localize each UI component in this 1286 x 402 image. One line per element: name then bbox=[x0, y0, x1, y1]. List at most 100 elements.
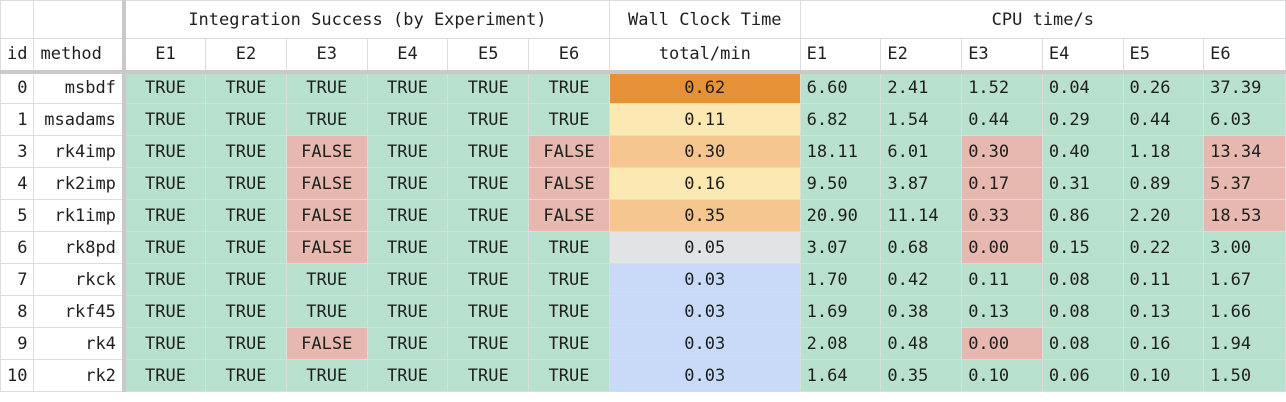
cell-cpu-e1[interactable]: 9.50 bbox=[799, 167, 882, 200]
cell-method[interactable]: msadams bbox=[33, 103, 126, 136]
cell-success-e2[interactable]: TRUE bbox=[205, 327, 287, 360]
cell-success-e4[interactable]: TRUE bbox=[366, 167, 449, 200]
cell-success-e4[interactable]: TRUE bbox=[366, 327, 449, 360]
header-cpu-e3[interactable]: E3 bbox=[961, 38, 1043, 74]
cell-success-e3[interactable]: TRUE bbox=[285, 263, 368, 296]
header-success-e4[interactable]: E4 bbox=[366, 38, 449, 74]
cell-wall-total[interactable]: 0.16 bbox=[608, 167, 801, 200]
cell-cpu-e3[interactable]: 0.33 bbox=[961, 199, 1043, 232]
cell-cpu-e6[interactable]: 1.94 bbox=[1203, 327, 1286, 360]
cell-success-e3[interactable]: TRUE bbox=[285, 71, 368, 104]
header-cpu-time[interactable]: CPU time/s bbox=[799, 0, 1286, 39]
cell-wall-total[interactable]: 0.11 bbox=[608, 103, 801, 136]
cell-cpu-e6[interactable]: 18.53 bbox=[1203, 199, 1286, 232]
cell-success-e3[interactable]: FALSE bbox=[285, 327, 368, 360]
cell-success-e1[interactable]: TRUE bbox=[123, 263, 207, 296]
cell-wall-total[interactable]: 0.03 bbox=[608, 263, 801, 296]
cell-cpu-e5[interactable]: 0.26 bbox=[1122, 71, 1205, 104]
cell-success-e4[interactable]: TRUE bbox=[366, 263, 449, 296]
corner-cell[interactable] bbox=[0, 0, 35, 39]
header-cpu-e1[interactable]: E1 bbox=[799, 38, 882, 74]
header-cpu-e4[interactable]: E4 bbox=[1041, 38, 1124, 74]
header-integration-success[interactable]: Integration Success (by Experiment) bbox=[123, 0, 610, 39]
cell-success-e5[interactable]: TRUE bbox=[447, 295, 530, 328]
cell-success-e3[interactable]: FALSE bbox=[285, 135, 368, 168]
cell-cpu-e3[interactable]: 0.17 bbox=[961, 167, 1043, 200]
cell-id[interactable]: 7 bbox=[0, 263, 35, 296]
cell-cpu-e2[interactable]: 0.35 bbox=[880, 359, 963, 392]
header-success-e1[interactable]: E1 bbox=[123, 38, 207, 74]
cell-success-e1[interactable]: TRUE bbox=[123, 135, 207, 168]
cell-cpu-e5[interactable]: 0.13 bbox=[1122, 295, 1205, 328]
cell-cpu-e5[interactable]: 0.10 bbox=[1122, 359, 1205, 392]
cell-wall-total[interactable]: 0.03 bbox=[608, 327, 801, 360]
cell-id[interactable]: 8 bbox=[0, 295, 35, 328]
cell-method[interactable]: rk4imp bbox=[33, 135, 126, 168]
cell-cpu-e5[interactable]: 0.11 bbox=[1122, 263, 1205, 296]
cell-success-e5[interactable]: TRUE bbox=[447, 263, 530, 296]
cell-cpu-e2[interactable]: 0.48 bbox=[880, 327, 963, 360]
cell-cpu-e6[interactable]: 1.66 bbox=[1203, 295, 1286, 328]
cell-cpu-e1[interactable]: 2.08 bbox=[799, 327, 882, 360]
cell-cpu-e4[interactable]: 0.08 bbox=[1041, 327, 1124, 360]
cell-cpu-e1[interactable]: 18.11 bbox=[799, 135, 882, 168]
cell-cpu-e4[interactable]: 0.15 bbox=[1041, 231, 1124, 264]
cell-success-e2[interactable]: TRUE bbox=[205, 199, 287, 232]
cell-success-e2[interactable]: TRUE bbox=[205, 231, 287, 264]
cell-cpu-e3[interactable]: 0.44 bbox=[961, 103, 1043, 136]
cell-cpu-e6[interactable]: 1.50 bbox=[1203, 359, 1286, 392]
cell-success-e3[interactable]: FALSE bbox=[285, 199, 368, 232]
cell-success-e1[interactable]: TRUE bbox=[123, 167, 207, 200]
cell-cpu-e3[interactable]: 1.52 bbox=[961, 71, 1043, 104]
cell-cpu-e5[interactable]: 1.18 bbox=[1122, 135, 1205, 168]
cell-success-e6[interactable]: TRUE bbox=[528, 263, 610, 296]
cell-id[interactable]: 9 bbox=[0, 327, 35, 360]
cell-success-e4[interactable]: TRUE bbox=[366, 199, 449, 232]
cell-success-e3[interactable]: FALSE bbox=[285, 167, 368, 200]
cell-cpu-e2[interactable]: 2.41 bbox=[880, 71, 963, 104]
cell-success-e3[interactable]: TRUE bbox=[285, 359, 368, 392]
cell-id[interactable]: 3 bbox=[0, 135, 35, 168]
cell-id[interactable]: 5 bbox=[0, 199, 35, 232]
cell-id[interactable]: 4 bbox=[0, 167, 35, 200]
header-cpu-e6[interactable]: E6 bbox=[1203, 38, 1286, 74]
cell-success-e4[interactable]: TRUE bbox=[366, 135, 449, 168]
cell-cpu-e2[interactable]: 0.42 bbox=[880, 263, 963, 296]
cell-cpu-e4[interactable]: 0.29 bbox=[1041, 103, 1124, 136]
cell-cpu-e2[interactable]: 0.68 bbox=[880, 231, 963, 264]
cell-success-e6[interactable]: TRUE bbox=[528, 103, 610, 136]
cell-wall-total[interactable]: 0.03 bbox=[608, 359, 801, 392]
cell-success-e2[interactable]: TRUE bbox=[205, 359, 287, 392]
cell-success-e5[interactable]: TRUE bbox=[447, 231, 530, 264]
cell-success-e5[interactable]: TRUE bbox=[447, 167, 530, 200]
cell-success-e3[interactable]: FALSE bbox=[285, 231, 368, 264]
cell-success-e1[interactable]: TRUE bbox=[123, 103, 207, 136]
cell-success-e2[interactable]: TRUE bbox=[205, 103, 287, 136]
cell-cpu-e4[interactable]: 0.04 bbox=[1041, 71, 1124, 104]
cell-method[interactable]: rk8pd bbox=[33, 231, 126, 264]
cell-wall-total[interactable]: 0.35 bbox=[608, 199, 801, 232]
cell-cpu-e6[interactable]: 37.39 bbox=[1203, 71, 1286, 104]
cell-method[interactable]: rkf45 bbox=[33, 295, 126, 328]
cell-success-e4[interactable]: TRUE bbox=[366, 103, 449, 136]
cell-id[interactable]: 0 bbox=[0, 71, 35, 104]
cell-cpu-e2[interactable]: 3.87 bbox=[880, 167, 963, 200]
corner-cell[interactable] bbox=[33, 0, 126, 39]
cell-success-e1[interactable]: TRUE bbox=[123, 295, 207, 328]
header-success-e6[interactable]: E6 bbox=[528, 38, 610, 74]
cell-success-e2[interactable]: TRUE bbox=[205, 295, 287, 328]
header-success-e2[interactable]: E2 bbox=[205, 38, 287, 74]
cell-cpu-e1[interactable]: 1.70 bbox=[799, 263, 882, 296]
header-wall-total[interactable]: total/min bbox=[608, 38, 801, 74]
cell-wall-total[interactable]: 0.62 bbox=[608, 71, 801, 104]
cell-success-e6[interactable]: FALSE bbox=[528, 135, 610, 168]
cell-success-e4[interactable]: TRUE bbox=[366, 295, 449, 328]
cell-success-e3[interactable]: TRUE bbox=[285, 295, 368, 328]
cell-method[interactable]: msbdf bbox=[33, 71, 126, 104]
cell-success-e6[interactable]: TRUE bbox=[528, 327, 610, 360]
cell-cpu-e6[interactable]: 1.67 bbox=[1203, 263, 1286, 296]
cell-success-e1[interactable]: TRUE bbox=[123, 231, 207, 264]
cell-cpu-e5[interactable]: 2.20 bbox=[1122, 199, 1205, 232]
cell-cpu-e1[interactable]: 1.64 bbox=[799, 359, 882, 392]
cell-cpu-e2[interactable]: 1.54 bbox=[880, 103, 963, 136]
